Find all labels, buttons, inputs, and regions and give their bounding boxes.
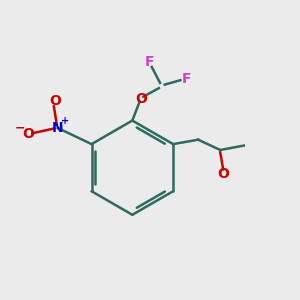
Text: −: − bbox=[15, 122, 25, 134]
Text: O: O bbox=[22, 127, 34, 141]
Text: +: + bbox=[61, 116, 69, 126]
Text: N: N bbox=[52, 121, 64, 135]
Text: O: O bbox=[217, 167, 229, 181]
Text: F: F bbox=[145, 55, 155, 69]
Text: O: O bbox=[49, 94, 61, 108]
Text: F: F bbox=[182, 72, 192, 86]
Text: O: O bbox=[135, 92, 147, 106]
